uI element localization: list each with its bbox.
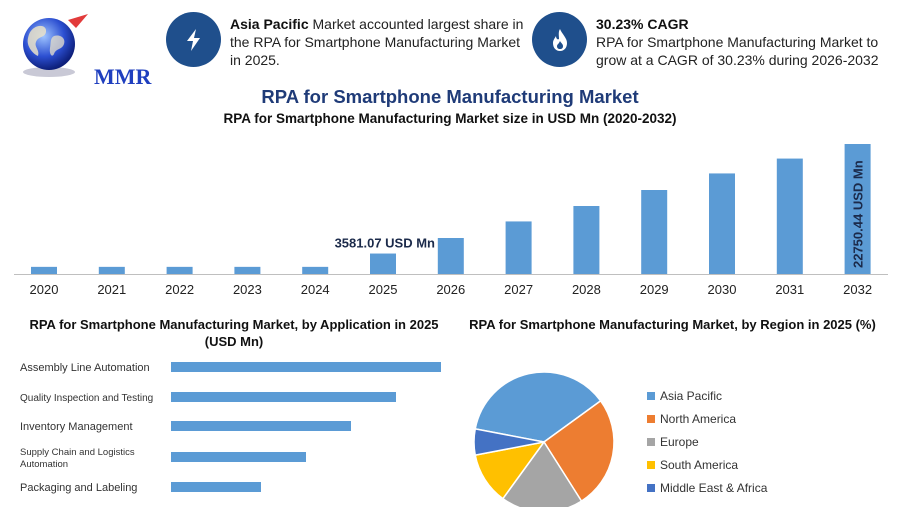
bar-2028 <box>573 206 600 274</box>
info-bold: 30.23% CAGR <box>596 16 689 32</box>
application-bar <box>171 482 261 492</box>
x-tick-label: 2030 <box>708 282 737 297</box>
application-bar <box>171 392 396 402</box>
x-tick-label: 2031 <box>775 282 804 297</box>
x-tick-label: 2023 <box>233 282 262 297</box>
region-pie-chart: Asia Pacific North America Europe South Ame… <box>473 371 768 507</box>
market-size-bar-chart: 2020 2021 2022 2023 2024 2025 2026 2027 2028 2029… <box>14 144 888 297</box>
bar-2030 <box>709 173 735 274</box>
data-label-2025: 3581.07 USD Mn <box>335 236 435 251</box>
bar-2031 <box>776 158 803 274</box>
x-tick-label: 2026 <box>436 282 465 297</box>
x-tick-label: 2032 <box>843 282 872 297</box>
application-label: Quality Inspection and Testing <box>20 393 153 404</box>
pie-slice <box>542 399 615 503</box>
legend-label: North America <box>660 412 736 426</box>
bar-2032 <box>844 144 871 274</box>
mmr-logo: MMR <box>16 14 151 89</box>
legend-swatch <box>647 415 655 423</box>
legend-label: Asia Pacific <box>660 389 722 403</box>
x-tick-label: 2020 <box>30 282 59 297</box>
application-bar <box>171 452 306 462</box>
bar-2024 <box>302 266 329 274</box>
pie-slice <box>473 428 545 456</box>
application-chart-title: RPA for Smartphone Manufacturing Market,… <box>29 317 439 349</box>
data-label-2032: 22750.44 USD Mn <box>851 160 866 268</box>
bar-2027 <box>505 221 532 274</box>
pie-slice <box>474 371 602 443</box>
info-body: RPA for Smartphone Manufacturing Market … <box>596 34 879 68</box>
bar-2025 <box>370 253 396 274</box>
info-asia-pacific: Asia Pacific Market accounted largest sh… <box>166 12 526 69</box>
region-chart-title: RPA for Smartphone Manufacturing Market,… <box>469 317 876 332</box>
legend-swatch <box>647 392 655 400</box>
info-cagr-text: 30.23% CAGR RPA for Smartphone Manufactu… <box>596 15 892 69</box>
application-bar <box>171 362 441 372</box>
application-bar-chart: Assembly Line Automation Quality Inspecti… <box>20 362 441 494</box>
x-tick-label: 2025 <box>369 282 398 297</box>
x-tick-label: 2027 <box>504 282 533 297</box>
application-label: Supply Chain and Logistics <box>20 447 135 458</box>
application-label: Automation <box>20 459 68 470</box>
info-body: Market accounted largest share in the RP… <box>230 16 524 68</box>
lightning-bolt-icon <box>186 28 200 51</box>
info-asia-pacific-text: Asia Pacific Market accounted largest sh… <box>230 15 526 69</box>
application-bar <box>171 421 351 431</box>
globe-icon <box>23 14 88 77</box>
x-tick-label: 2021 <box>97 282 126 297</box>
x-tick-label: 2028 <box>572 282 601 297</box>
bar-chart-subtitle: RPA for Smartphone Manufacturing Market … <box>223 111 677 126</box>
application-label: Inventory Management <box>20 421 133 433</box>
main-title: RPA for Smartphone Manufacturing Market <box>261 86 639 107</box>
x-tick-label: 2029 <box>640 282 669 297</box>
legend-label: South America <box>660 458 738 472</box>
info-icon-circle <box>166 12 221 67</box>
legend-swatch <box>647 461 655 469</box>
info-cagr: 30.23% CAGR RPA for Smartphone Manufactu… <box>532 12 892 69</box>
info-bold: Asia Pacific <box>230 16 309 32</box>
legend-label: Middle East & Africa <box>660 481 768 495</box>
application-label: Packaging and Labeling <box>20 482 137 494</box>
legend-swatch <box>647 438 655 446</box>
bar-2029 <box>641 190 668 274</box>
legend-swatch <box>647 484 655 492</box>
flame-drop-icon <box>552 28 567 51</box>
bar-2021 <box>98 266 125 274</box>
bar-2020 <box>31 266 57 274</box>
info-icon-circle <box>532 12 587 67</box>
x-tick-label: 2022 <box>165 282 194 297</box>
legend-label: Europe <box>660 435 699 449</box>
bar-2023 <box>234 266 261 274</box>
application-label: Assembly Line Automation <box>20 362 150 374</box>
pie-slice <box>501 440 583 507</box>
logo-text: MMR <box>94 64 152 89</box>
x-tick-label: 2024 <box>301 282 330 297</box>
bar-2026 <box>437 238 464 274</box>
bar-2022 <box>166 266 193 274</box>
